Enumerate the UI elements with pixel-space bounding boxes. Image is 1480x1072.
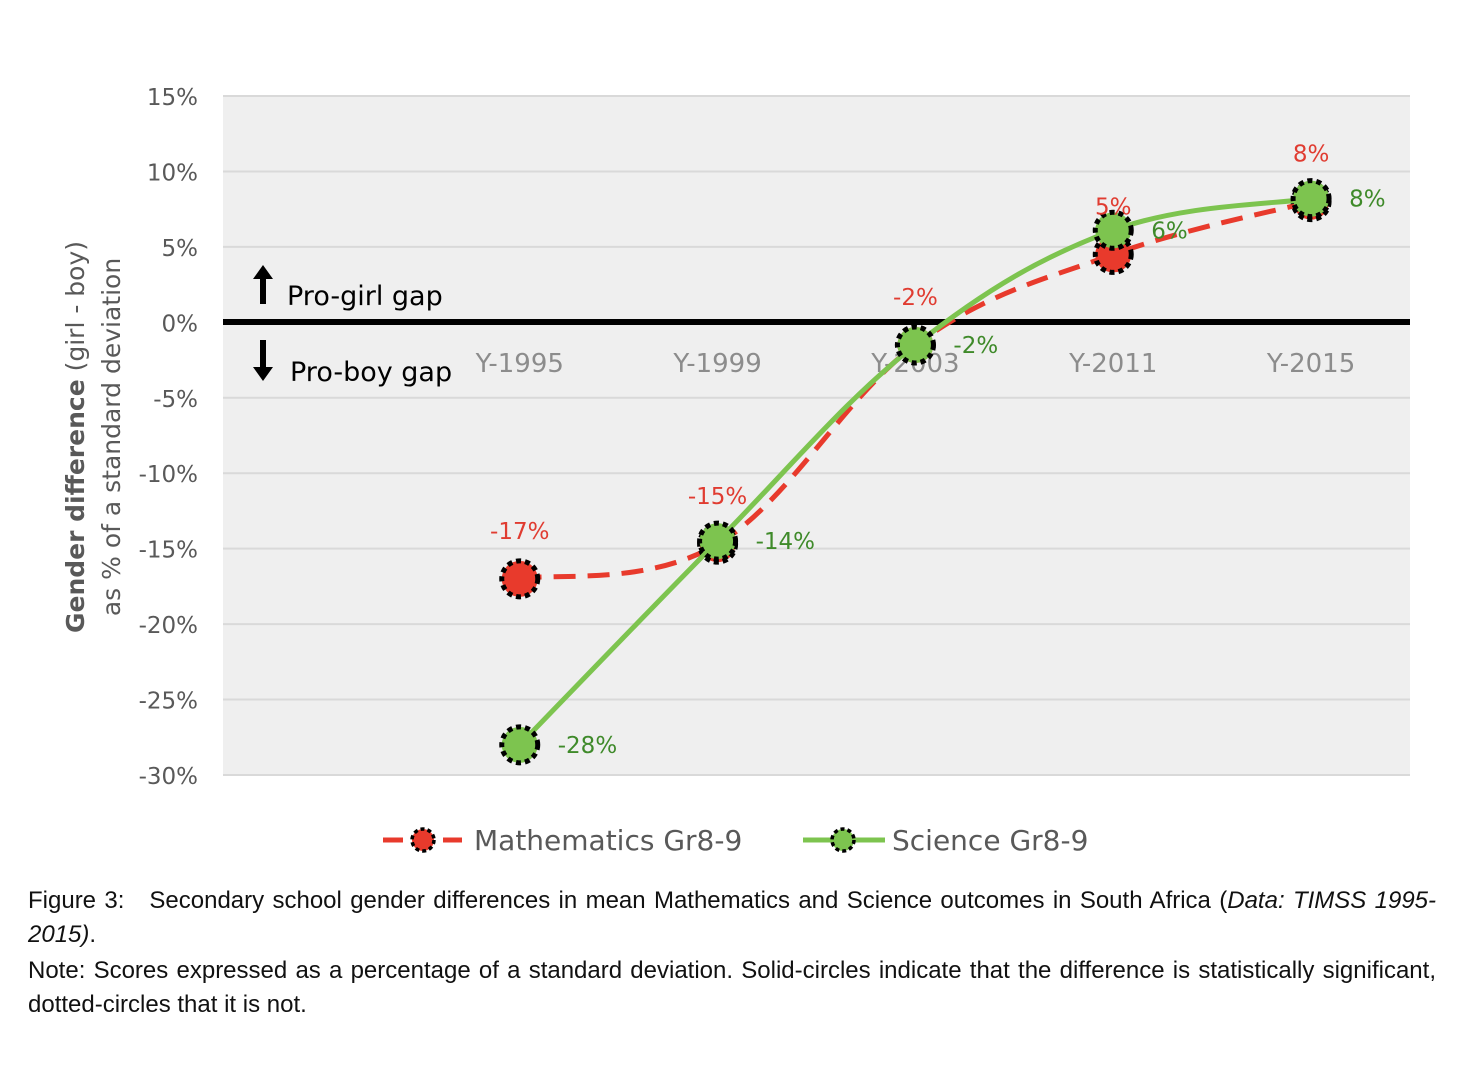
data-point <box>1290 178 1332 220</box>
caption-italic: Data: TIMSS 1995-2015) <box>28 887 1437 948</box>
y-tick-label: 10% <box>147 160 198 186</box>
data-label: -2% <box>893 285 938 311</box>
x-tick-label: Y-2015 <box>1266 349 1355 379</box>
x-tick-label: Y-2011 <box>1068 349 1157 379</box>
series-layer <box>499 178 1332 766</box>
y-axis-title-rest: (girl - boy) <box>61 241 90 379</box>
caption-text: Secondary school gender differences in m… <box>149 887 1228 914</box>
data-label: 8% <box>1349 187 1386 213</box>
x-tick-label: Y-1999 <box>672 349 761 379</box>
pro-boy-annotation: Pro-boy gap <box>253 340 452 388</box>
legend: Mathematics Gr8-9 Science Gr8-9 <box>383 824 1088 857</box>
y-axis-title-bold: Gender difference <box>61 379 90 633</box>
y-tick-label: -20% <box>139 613 198 639</box>
legend-science: Science Gr8-9 <box>803 824 1088 857</box>
y-tick-label: -30% <box>139 764 198 790</box>
pro-girl-annotation: Pro-girl gap <box>253 265 443 312</box>
series-science <box>499 178 1332 766</box>
figure-caption: Figure 3: Secondary school gender differ… <box>28 884 1436 952</box>
data-labels: -17% -15% -2% 5% 8% -28% -14% -2% 6% 8% <box>490 142 1386 759</box>
gridlines <box>223 95 1410 776</box>
y-axis-title-line2: as % of a standard deviation <box>97 258 126 616</box>
data-point <box>499 558 541 600</box>
caption-end: . <box>89 921 97 948</box>
pro-girl-label: Pro-girl gap <box>287 281 443 312</box>
caption-label: Figure 3: <box>28 887 125 914</box>
down-arrow-icon <box>253 340 273 381</box>
y-tick-label: -5% <box>153 387 198 413</box>
data-label: 6% <box>1151 218 1188 244</box>
legend-math-label: Mathematics Gr8-9 <box>474 824 742 857</box>
data-label: -17% <box>490 519 549 545</box>
chart: 15% 10% 5% 0% -5% -10% -15% -20% -25% -30% Y-1995… <box>61 85 1410 857</box>
data-point <box>499 724 541 766</box>
data-label: 5% <box>1095 194 1132 220</box>
y-axis-title: Gender difference (girl - boy) as % of a… <box>61 241 126 633</box>
data-label: 8% <box>1293 142 1330 168</box>
data-label: -28% <box>558 733 617 759</box>
figure-note: Note: Scores expressed as a percentage o… <box>28 957 1436 1018</box>
y-tick-label: 5% <box>162 236 199 262</box>
legend-math-marker <box>410 827 436 853</box>
data-label: -2% <box>953 333 998 359</box>
data-label: -14% <box>756 529 815 555</box>
data-point <box>894 324 936 366</box>
y-tick-label: -15% <box>139 538 198 564</box>
data-label: -15% <box>688 484 747 510</box>
x-tick-label: Y-1995 <box>475 349 564 379</box>
data-point <box>697 520 739 562</box>
data-point <box>1092 209 1134 251</box>
legend-science-label: Science Gr8-9 <box>892 824 1088 857</box>
y-axis-ticks: 15% 10% 5% 0% -5% -10% -15% -20% -25% -30% <box>139 85 198 790</box>
pro-boy-label: Pro-boy gap <box>290 357 452 388</box>
y-tick-label: 0% <box>162 311 199 337</box>
up-arrow-icon <box>253 265 273 304</box>
svg-text:Gender difference (girl - boy): Gender difference (girl - boy) <box>61 241 90 633</box>
legend-math: Mathematics Gr8-9 <box>383 824 742 857</box>
legend-science-marker <box>830 827 856 853</box>
y-tick-label: 15% <box>147 85 198 111</box>
y-tick-label: -25% <box>139 689 198 715</box>
y-tick-label: -10% <box>139 462 198 488</box>
